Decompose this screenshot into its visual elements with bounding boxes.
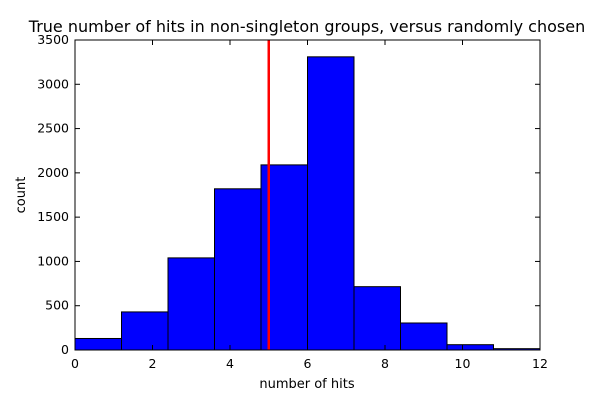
histogram-bar-2 <box>167 257 215 351</box>
x-axis-label: number of hits <box>259 377 354 392</box>
y-tick-label: 2000 <box>37 165 69 180</box>
y-tick-label: 1000 <box>37 253 69 268</box>
histogram-bar-6 <box>353 286 401 351</box>
x-ticks: 0 2 4 6 8 10 12 <box>71 40 548 371</box>
histogram-bar-0 <box>74 337 122 351</box>
x-tick-label: 6 <box>304 356 312 371</box>
y-axis-label: count <box>14 177 29 214</box>
x-tick-label: 10 <box>455 356 471 371</box>
y-tick-label: 0 <box>61 342 69 357</box>
y-tick-label: 3000 <box>37 76 69 91</box>
y-tick-label: 3500 <box>37 32 69 47</box>
histogram-bar-7 <box>400 322 448 351</box>
y-tick-label: 500 <box>45 298 69 313</box>
bars-group <box>74 56 541 351</box>
histogram-bar-1 <box>121 311 169 351</box>
histogram-bar-8 <box>446 344 494 351</box>
x-tick-label: 12 <box>532 356 548 371</box>
x-tick-label: 0 <box>71 356 79 371</box>
y-tick-label: 1500 <box>37 209 69 224</box>
chart-title: True number of hits in non-singleton gro… <box>28 17 585 36</box>
histogram-bar-3 <box>214 188 262 351</box>
x-tick-label: 8 <box>381 356 389 371</box>
y-tick-label: 2500 <box>37 121 69 136</box>
histogram-bar-5 <box>307 56 355 351</box>
y-ticks: 0 500 1000 1500 2000 2500 3000 3500 <box>37 32 540 357</box>
x-tick-label: 4 <box>226 356 234 371</box>
x-tick-label: 2 <box>149 356 157 371</box>
